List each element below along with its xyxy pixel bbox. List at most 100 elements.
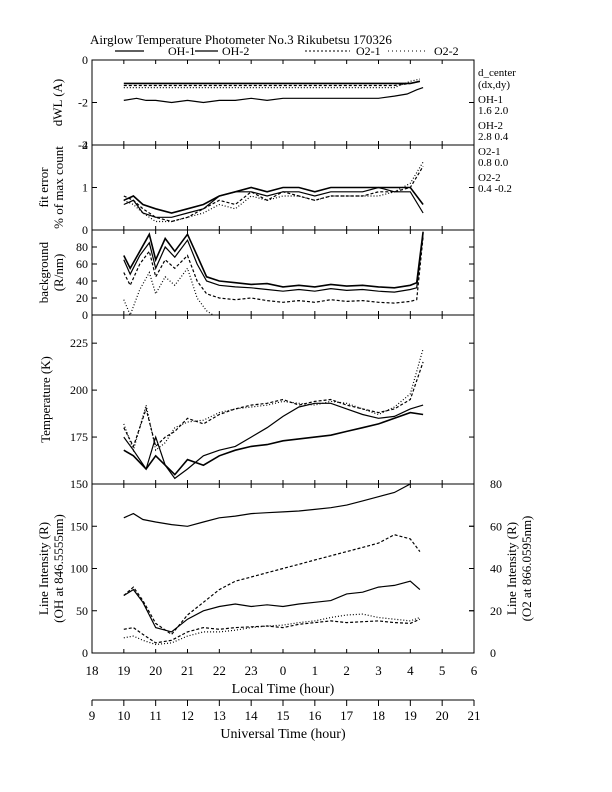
ut-tick-label: 9 bbox=[89, 708, 96, 723]
legend-o21-label: O2-1 bbox=[356, 44, 381, 58]
side-info-line: 2.8 0.4 bbox=[478, 131, 509, 143]
legend: OH-1 OH-2 O2-1 O2-2 bbox=[115, 44, 459, 58]
local-time-tick-label: 3 bbox=[375, 663, 382, 678]
legend-oh1-label: OH-1 bbox=[168, 44, 195, 58]
side-info-line: 1.6 2.0 bbox=[478, 105, 509, 117]
ut-tick-label: 13 bbox=[213, 708, 226, 723]
y-right-tick-label: 0 bbox=[490, 646, 496, 660]
plot-panels: -4 -2 0 dWL (A) 0 1 2 fit error% of max count 0 2… bbox=[36, 53, 534, 660]
local-time-tick-label: 20 bbox=[149, 663, 162, 678]
ut-tick-label: 15 bbox=[277, 708, 290, 723]
series-o2-1 bbox=[123, 80, 421, 87]
side-info-line: O2-2 bbox=[478, 172, 501, 184]
series-o2-2 bbox=[123, 267, 214, 315]
series-o2-2 bbox=[123, 613, 421, 646]
y-tick-label: 80 bbox=[76, 240, 88, 254]
y-tick-label: 60 bbox=[76, 257, 88, 271]
series-oh-1 bbox=[123, 186, 424, 214]
y-right-tick-label: 60 bbox=[490, 519, 502, 533]
y-axis-label: dWL (A) bbox=[50, 79, 65, 127]
panel-fit_error: 0 1 2 fit error% of max count bbox=[36, 138, 475, 237]
panel-temperature: 150 175 200 225 Temperature (K) bbox=[38, 314, 475, 491]
y-tick-label: 50 bbox=[76, 604, 88, 618]
y-tick-label: 150 bbox=[70, 519, 88, 533]
local-time-tick-label: 4 bbox=[407, 663, 414, 678]
legend-oh2-label: OH-2 bbox=[222, 44, 249, 58]
side-info-line: OH-2 bbox=[478, 120, 503, 132]
series-oh-1-upper bbox=[123, 484, 412, 527]
side-info-line: d_center bbox=[478, 67, 516, 79]
y-axis-label: fit error bbox=[36, 167, 51, 208]
local-time-tick-label: 1 bbox=[312, 663, 319, 678]
series-o2-1 bbox=[123, 236, 424, 304]
y-tick-label: 200 bbox=[70, 383, 88, 397]
y-axis-label: background bbox=[36, 241, 51, 303]
series-o2-1 bbox=[123, 534, 421, 636]
y-right-tick-label: 40 bbox=[490, 562, 502, 576]
y-tick-label: 0 bbox=[82, 223, 88, 237]
ut-tick-label: 18 bbox=[372, 708, 385, 723]
series-o2-1 bbox=[123, 165, 424, 223]
y-tick-label: 40 bbox=[76, 274, 88, 288]
ut-tick-label: 17 bbox=[340, 708, 354, 723]
y-tick-label: 2 bbox=[82, 138, 88, 152]
local-time-axis-label: Local Time (hour) bbox=[232, 682, 335, 697]
series-oh-2 bbox=[123, 402, 424, 480]
series-oh-1 bbox=[123, 80, 421, 85]
y-right-tick-label: 20 bbox=[490, 604, 502, 618]
local-time-tick-label: 21 bbox=[181, 663, 194, 678]
series-o2-1 bbox=[123, 361, 424, 448]
ut-tick-label: 21 bbox=[468, 708, 481, 723]
local-time-tick-label: 6 bbox=[471, 663, 478, 678]
y-tick-label: 100 bbox=[70, 562, 88, 576]
y-tick-label: -4 bbox=[78, 138, 88, 152]
y-axis-label: Temperature (K) bbox=[38, 356, 53, 443]
side-info: d_center (dx,dy) OH-1 1.6 2.0 OH-2 2.8 0… bbox=[478, 67, 516, 195]
panel-frame bbox=[91, 59, 475, 146]
legend-o22-label: O2-2 bbox=[434, 44, 459, 58]
series-oh-1 bbox=[123, 231, 424, 289]
series-oh-2 bbox=[123, 87, 424, 104]
ut-tick-label: 12 bbox=[181, 708, 194, 723]
panel-background: 0 20 40 60 80 background (R/nm) bbox=[36, 229, 475, 322]
side-info-line: O2-1 bbox=[478, 146, 501, 158]
side-info-line: OH-1 bbox=[478, 94, 503, 106]
series-oh-1 bbox=[123, 411, 424, 476]
local-time-tick-label: 0 bbox=[280, 663, 287, 678]
side-info-line: (dx,dy) bbox=[478, 79, 510, 91]
y-tick-label: 0 bbox=[82, 308, 88, 322]
y-tick-label: -2 bbox=[78, 96, 88, 110]
local-time-tick-label: 23 bbox=[245, 663, 258, 678]
local-time-tick-label: 19 bbox=[117, 663, 130, 678]
series-oh-1-lower bbox=[123, 580, 421, 633]
series-oh-2 bbox=[123, 233, 424, 293]
y-tick-label: 175 bbox=[70, 430, 88, 444]
local-time-tick-label: 22 bbox=[213, 663, 226, 678]
local-time-tick-label: 18 bbox=[86, 663, 99, 678]
y-axis-label-2: % of max count bbox=[51, 146, 66, 229]
y-tick-label: 225 bbox=[70, 336, 88, 350]
y-axis-label-2: (R/nm) bbox=[51, 254, 66, 292]
y-tick-label: 0 bbox=[82, 646, 88, 660]
ut-axis-label: Universal Time (hour) bbox=[220, 727, 346, 742]
y-tick-label: 0 bbox=[82, 53, 88, 67]
panel-dwl: -4 -2 0 dWL (A) bbox=[50, 53, 475, 152]
ut-tick-label: 16 bbox=[308, 708, 322, 723]
figure-title: Airglow Temperature Photometer No.3 Riku… bbox=[90, 32, 392, 47]
ut-tick-label: 19 bbox=[404, 708, 417, 723]
side-info-line: 0.8 0.0 bbox=[478, 157, 509, 169]
ut-tick-label: 11 bbox=[149, 708, 162, 723]
y-right-axis-label-2: (O2 at 866.0595nm) bbox=[519, 516, 534, 622]
series-oh-2 bbox=[123, 186, 424, 218]
side-info-line: 0.4 -0.2 bbox=[478, 183, 512, 195]
series-o2-2 bbox=[123, 78, 421, 89]
ut-tick-label: 14 bbox=[245, 708, 259, 723]
local-time-tick-label: 5 bbox=[439, 663, 446, 678]
y-tick-label: 150 bbox=[70, 477, 88, 491]
y-right-tick-label: 80 bbox=[490, 477, 502, 491]
ut-tick-label: 10 bbox=[117, 708, 130, 723]
local-time-tick-label: 2 bbox=[343, 663, 350, 678]
ut-tick-label: 20 bbox=[436, 708, 449, 723]
